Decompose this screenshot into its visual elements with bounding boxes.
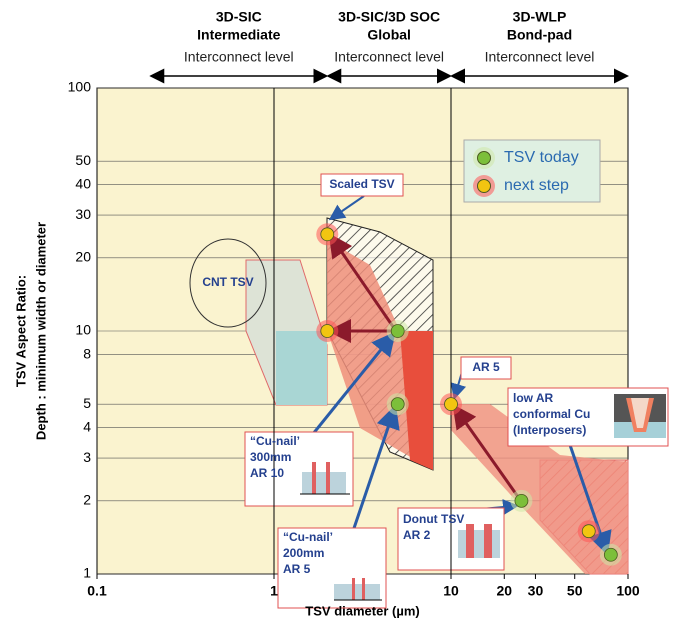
point [321, 228, 334, 241]
chart: 1 2 3 4 5 8 10 20 30 40 50 100 0.1 1 10 20 30 50 100 3D-SIC… [0, 0, 697, 632]
header-title: Intermediate [197, 27, 280, 43]
annotation: “Cu-nail’ [283, 530, 333, 544]
annotation: AR 5 [472, 360, 500, 374]
annotation: AR 10 [250, 466, 284, 480]
y-tick-label: 50 [75, 152, 91, 168]
header-subtitle: Interconnect level [334, 49, 444, 65]
y-tick-label: 3 [83, 449, 91, 465]
y-tick-label: 8 [83, 345, 91, 361]
point [321, 325, 334, 338]
annotation: 200mm [283, 546, 324, 560]
y-tick-label: 30 [75, 206, 91, 222]
point [515, 494, 528, 507]
annotation: Donut TSV [403, 512, 464, 526]
annotation: conformal Cu [513, 407, 590, 421]
point [391, 325, 404, 338]
x-tick-label: 100 [616, 583, 640, 599]
y-tick-label: 5 [83, 395, 91, 411]
point [445, 398, 458, 411]
legend-marker [478, 152, 491, 165]
annotation: CNT TSV [202, 275, 253, 289]
y-axis-label: TSV Aspect Ratio: [13, 275, 28, 387]
annotation: (Interposers) [513, 423, 586, 437]
point [391, 398, 404, 411]
cnt-region-low [276, 331, 327, 405]
annotation: “Cu-nail’ [250, 434, 300, 448]
annotation: Scaled TSV [329, 177, 394, 191]
legend-marker [478, 180, 491, 193]
y-tick-label: 4 [83, 418, 91, 434]
y-tick-label: 1 [83, 565, 91, 581]
point [604, 548, 617, 561]
header-title: 3D-SIC/3D SOC [338, 9, 440, 25]
y-axis-label: Depth : minimum width or diameter [33, 222, 48, 440]
annotation: low AR [513, 391, 554, 405]
x-tick-label: 1 [270, 583, 278, 599]
y-tick-label: 20 [75, 249, 91, 265]
y-tick-label: 100 [68, 79, 92, 95]
legend-label: TSV today [504, 149, 579, 166]
header-title: 3D-SIC [216, 9, 262, 25]
x-axis-label: TSV diameter (µm) [305, 603, 419, 618]
header-subtitle: Interconnect level [184, 49, 294, 65]
x-tick-label: 10 [443, 583, 459, 599]
annotation: AR 5 [283, 562, 311, 576]
y-tick-label: 2 [83, 492, 91, 508]
y-tick-label: 10 [75, 322, 91, 338]
annotation: AR 2 [403, 528, 431, 542]
point [582, 525, 595, 538]
legend-label: next step [504, 177, 569, 194]
header-title: Global [367, 27, 411, 43]
x-tick-label: 0.1 [87, 583, 107, 599]
header-subtitle: Interconnect level [485, 49, 595, 65]
y-tick-label: 40 [75, 175, 91, 191]
annotation: 300mm [250, 450, 291, 464]
x-tick-label: 30 [528, 583, 544, 599]
header-title: 3D-WLP [513, 9, 567, 25]
x-tick-label: 50 [567, 583, 583, 599]
x-tick-label: 20 [496, 583, 512, 599]
header-title: Bond-pad [507, 27, 572, 43]
